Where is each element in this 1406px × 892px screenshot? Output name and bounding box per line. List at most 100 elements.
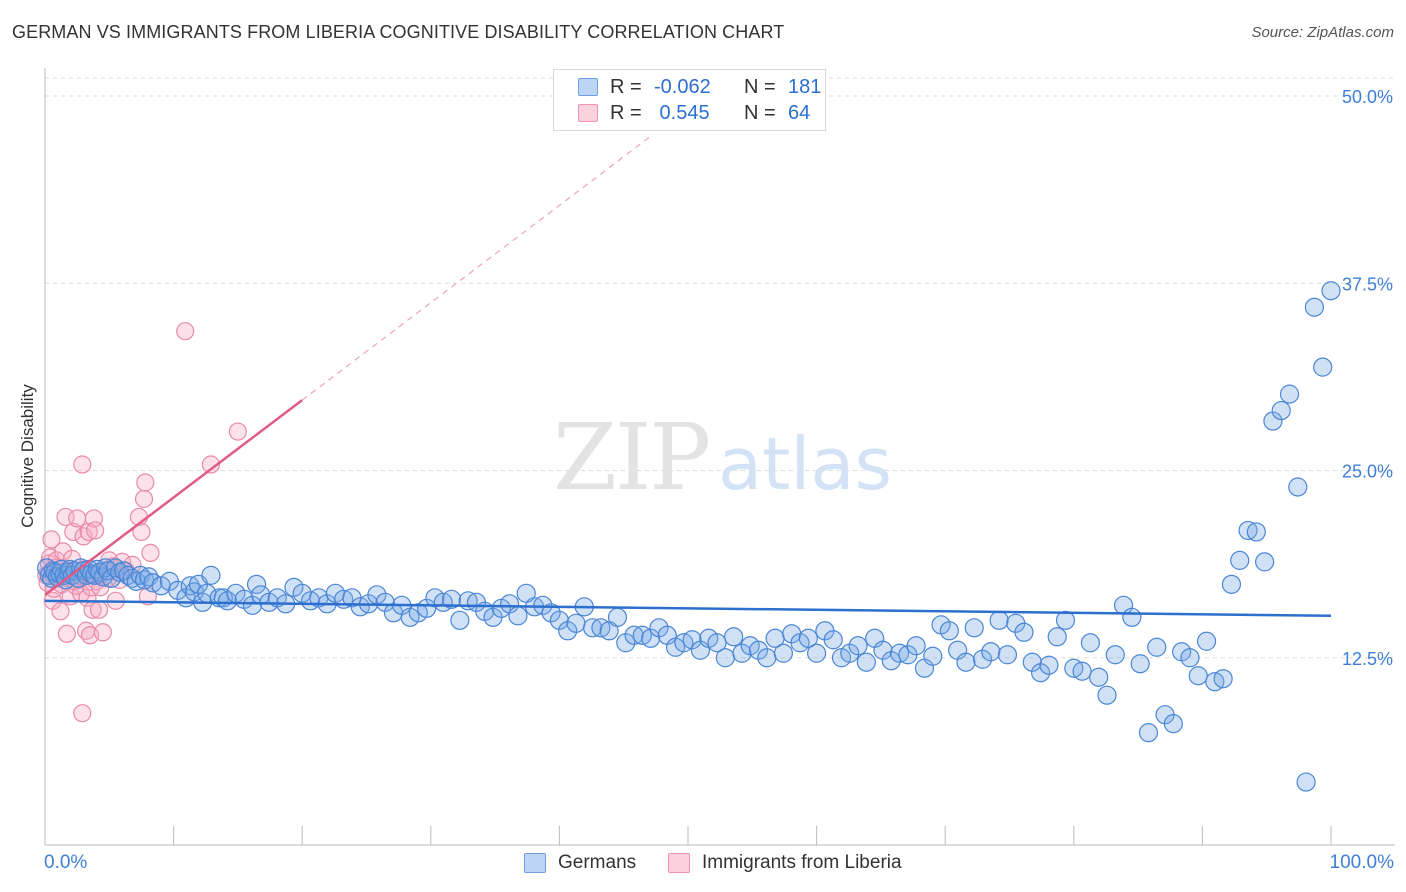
point-germans	[95, 558, 116, 578]
point-germans	[981, 642, 1001, 662]
point-liberia	[141, 543, 160, 562]
point-germans	[964, 618, 984, 638]
point-germans	[607, 607, 628, 627]
y-tick-label: 50.0%	[1342, 87, 1393, 107]
point-liberia	[68, 509, 87, 528]
point-germans	[1089, 667, 1109, 687]
point-germans	[906, 636, 926, 656]
point-germans	[1047, 627, 1067, 647]
legend-swatch-germans	[524, 853, 546, 873]
point-germans	[624, 625, 644, 645]
point-germans	[201, 565, 221, 585]
point-germans	[1130, 654, 1150, 674]
point-germans	[1138, 723, 1159, 743]
point-germans	[441, 589, 462, 609]
point-germans	[1105, 645, 1125, 665]
point-germans	[856, 652, 876, 672]
point-germans	[707, 633, 727, 653]
point-liberia	[201, 455, 220, 474]
stats-row-liberia: R = 0.545 N = 64	[554, 101, 810, 125]
point-liberia	[57, 624, 76, 643]
point-germans	[798, 628, 818, 648]
stats-r-label: R =	[610, 75, 642, 98]
grid-layer	[45, 77, 1395, 659]
point-germans	[806, 643, 827, 663]
point-germans	[1213, 669, 1233, 689]
point-germans	[1221, 574, 1242, 594]
trendline-germans	[44, 599, 1332, 618]
point-germans	[1147, 637, 1167, 657]
stats-r-value: -0.062	[654, 75, 711, 98]
point-germans	[1039, 655, 1059, 675]
point-liberia	[79, 522, 98, 542]
point-germans	[956, 652, 976, 672]
point-germans	[939, 621, 959, 641]
point-germans	[715, 648, 735, 668]
y-axis-label: Cognitive Disability	[18, 384, 37, 528]
point-germans	[1296, 772, 1316, 792]
point-germans	[1080, 633, 1100, 653]
legend: Germans Immigrants from Liberia	[0, 852, 1406, 878]
legend-item-germans: Germans	[524, 852, 636, 874]
stats-n-label: N =	[744, 101, 776, 124]
trendline-liberia	[44, 399, 303, 596]
legend-label-liberia: Immigrants from Liberia	[702, 852, 902, 873]
point-germans	[1188, 666, 1208, 686]
point-liberia	[132, 522, 151, 542]
watermark-zip: ZIP	[553, 404, 709, 511]
point-germans	[1097, 685, 1117, 705]
stats-n-value: 64	[788, 101, 811, 124]
chart-title: GERMAN VS IMMIGRANTS FROM LIBERIA COGNIT…	[12, 22, 785, 42]
point-germans	[989, 610, 1009, 630]
point-germans	[1246, 522, 1266, 542]
point-liberia	[93, 623, 112, 642]
point-germans	[1180, 648, 1200, 668]
point-germans	[757, 648, 777, 668]
point-liberia	[73, 455, 92, 474]
y-tick-label: 37.5%	[1342, 274, 1393, 294]
stats-n-value: 181	[788, 75, 822, 98]
point-germans	[997, 645, 1018, 665]
y-tick-label: 12.5%	[1342, 649, 1393, 669]
point-germans	[1163, 714, 1183, 734]
watermark: ZIP atlas	[553, 404, 892, 511]
point-germans	[566, 613, 586, 633]
point-germans	[1313, 357, 1333, 377]
point-germans	[724, 627, 744, 647]
point-liberia	[89, 600, 109, 619]
y-tick-label: 25.0%	[1342, 462, 1393, 482]
point-liberia	[228, 422, 247, 441]
point-germans	[923, 646, 943, 666]
point-germans	[1196, 631, 1217, 651]
stats-swatch-liberia	[578, 104, 598, 122]
point-liberia	[176, 322, 195, 341]
point-germans	[1055, 610, 1076, 630]
point-germans	[848, 636, 868, 656]
point-germans	[823, 630, 843, 650]
chart-source: Source: ZipAtlas.com	[1251, 24, 1394, 41]
point-liberia	[51, 602, 70, 621]
point-liberia	[73, 704, 92, 723]
point-germans	[1288, 477, 1308, 497]
point-liberia	[134, 489, 154, 509]
axes-layer	[44, 68, 1395, 846]
point-liberia	[42, 530, 61, 549]
point-germans	[1279, 384, 1300, 404]
stats-row-germans: R = -0.062 N = 181	[554, 75, 821, 99]
point-germans	[1304, 297, 1325, 317]
point-germans	[508, 606, 528, 626]
point-germans	[1014, 622, 1034, 642]
x-tick-label-min: 0.0%	[44, 852, 88, 873]
watermark-atlas: atlas	[718, 422, 892, 506]
series-germans	[37, 281, 1341, 792]
legend-label-germans: Germans	[558, 852, 637, 873]
legend-item-liberia: Immigrants from Liberia	[668, 852, 902, 874]
point-liberia	[56, 507, 75, 527]
point-germans	[1122, 607, 1142, 627]
legend-swatch-liberia	[668, 853, 690, 873]
stats-swatch-germans	[578, 78, 598, 96]
stats-n-label: N =	[744, 75, 776, 98]
point-germans	[246, 574, 267, 594]
point-germans	[1271, 400, 1291, 421]
